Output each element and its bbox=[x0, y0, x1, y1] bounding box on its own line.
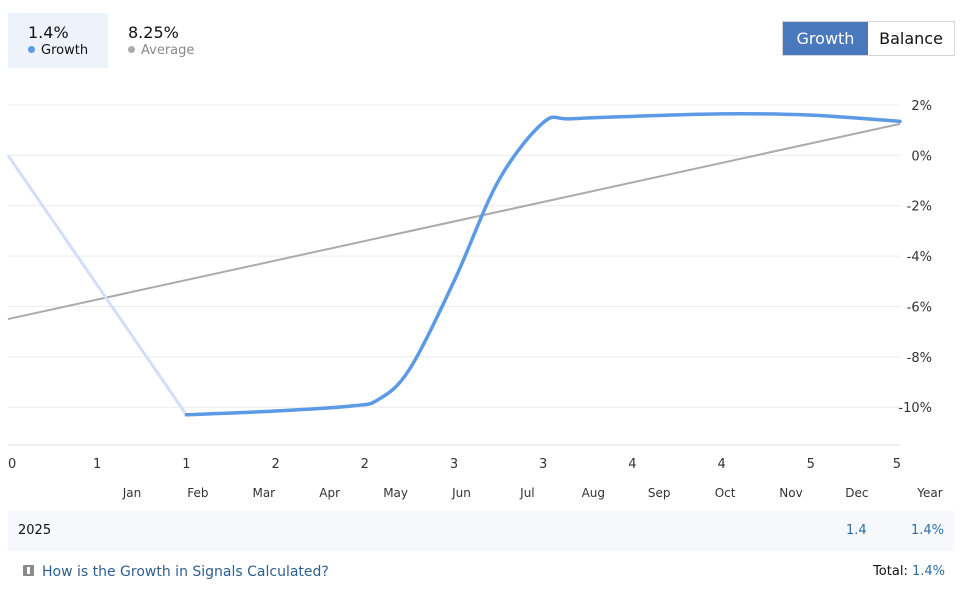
x-tick-label: 0 bbox=[8, 457, 16, 472]
legend-growth-value: 1.4% bbox=[28, 23, 69, 42]
month-label-jul: Jul bbox=[520, 486, 535, 500]
month-label-jun: Jun bbox=[452, 486, 471, 500]
chart-grid bbox=[8, 104, 900, 446]
year-label: 2025 bbox=[18, 523, 52, 538]
tab-balance[interactable]: Balance bbox=[868, 22, 954, 55]
month-label-mar: Mar bbox=[252, 486, 276, 500]
x-tick-label: 1 bbox=[182, 457, 190, 472]
x-tick-label: 3 bbox=[539, 457, 547, 472]
y-tick-label: -10% bbox=[898, 401, 932, 416]
y-tick-label: -8% bbox=[907, 351, 932, 366]
year-column-label: Year bbox=[917, 486, 943, 500]
footer: How is the Growth in Signals Calculated?… bbox=[0, 564, 962, 584]
total: Total: 1.4% bbox=[873, 564, 945, 579]
month-label-sep: Sep bbox=[647, 486, 671, 500]
series-growth-faded-segment bbox=[6, 154, 188, 416]
series-average-line bbox=[7, 122, 901, 321]
legend-growth-label: Growth bbox=[28, 43, 88, 58]
year-row: 2025 1.4 1.4% bbox=[8, 511, 954, 551]
month-label-feb: Feb bbox=[187, 486, 209, 500]
series-growth-line bbox=[184, 111, 902, 417]
x-tick-label: 4 bbox=[717, 457, 725, 472]
month-label-may: May bbox=[383, 486, 408, 500]
x-tick-label: 2 bbox=[271, 457, 279, 472]
x-axis-ticks: 0 1 1 2 2 3 3 4 4 5 5 bbox=[8, 457, 901, 472]
growth-chart: 2% 0% -2% -4% -6% -8% -10% 0 1 1 2 2 3 3 4 4 5 5 bbox=[6, 99, 932, 472]
x-tick-label: 5 bbox=[893, 457, 901, 472]
tab-growth[interactable]: Growth bbox=[783, 22, 868, 55]
legend-average-label: Average bbox=[128, 43, 194, 58]
legend-average-label-text: Average bbox=[141, 43, 195, 58]
x-tick-label: 2 bbox=[361, 457, 369, 472]
month-label-oct: Oct bbox=[714, 486, 736, 500]
x-tick-label: 1 bbox=[93, 457, 101, 472]
month-label-dec: Dec bbox=[845, 486, 869, 500]
y-tick-label: 2% bbox=[911, 99, 932, 114]
year-total-value[interactable]: 1.4% bbox=[910, 523, 944, 538]
chart-mode-tabs: Growth Balance bbox=[782, 21, 955, 56]
y-tick-label: -4% bbox=[907, 250, 932, 265]
x-tick-label: 3 bbox=[450, 457, 458, 472]
y-tick-label: -2% bbox=[907, 200, 932, 215]
year-dec-value[interactable]: 1.4 bbox=[846, 523, 867, 538]
y-tick-label: -6% bbox=[907, 300, 932, 315]
total-value: 1.4% bbox=[911, 564, 945, 579]
y-tick-label: 0% bbox=[911, 149, 932, 164]
month-label-jan: Jan bbox=[122, 486, 142, 500]
growth-dot-icon bbox=[28, 46, 35, 53]
month-label-apr: Apr bbox=[319, 486, 341, 500]
chart-lines bbox=[6, 111, 902, 417]
month-labels: Jan Feb Mar Apr May Jun Jul Aug Sep Oct Nov Dec Year bbox=[0, 486, 962, 504]
legend-average-value: 8.25% bbox=[128, 23, 179, 42]
x-tick-label: 4 bbox=[628, 457, 636, 472]
total-label: Total: bbox=[873, 564, 908, 579]
x-tick-label: 5 bbox=[807, 457, 815, 472]
info-icon bbox=[23, 565, 34, 576]
legend-growth-box[interactable] bbox=[8, 13, 108, 68]
month-label-nov: Nov bbox=[779, 486, 803, 500]
y-axis-ticks: 2% 0% -2% -4% -6% -8% -10% bbox=[898, 99, 932, 416]
month-label-aug: Aug bbox=[581, 486, 606, 500]
help-link[interactable]: How is the Growth in Signals Calculated? bbox=[42, 564, 329, 580]
average-dot-icon bbox=[128, 46, 135, 53]
legend-growth-label-text: Growth bbox=[41, 43, 89, 58]
